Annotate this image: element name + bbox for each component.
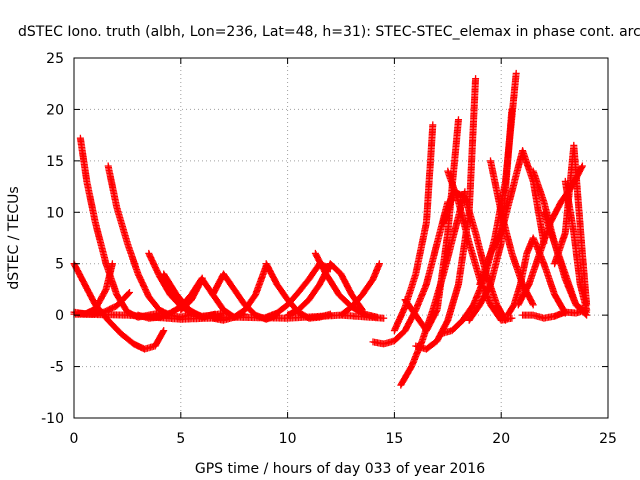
grid-lines xyxy=(74,58,608,418)
series-arc xyxy=(390,121,437,335)
series-arc xyxy=(561,177,591,314)
y-axis-label: dSTEC / TECUs xyxy=(6,186,22,289)
x-tick-label: 5 xyxy=(176,431,185,447)
series-arc xyxy=(519,306,591,322)
x-tick-label: 20 xyxy=(492,431,510,447)
series-markers xyxy=(540,208,591,319)
series-markers xyxy=(519,306,591,322)
x-tick-label: 10 xyxy=(279,431,297,447)
y-tick-label: -10 xyxy=(41,411,64,427)
y-tick-label: 5 xyxy=(55,257,64,273)
series-arc xyxy=(476,147,548,288)
x-tick-label: 15 xyxy=(385,431,403,447)
y-tick-label: 0 xyxy=(55,308,64,324)
series-markers xyxy=(476,147,548,288)
series-arc xyxy=(540,208,591,319)
data-points xyxy=(70,69,591,389)
series-arc xyxy=(504,234,569,319)
x-tick-label: 25 xyxy=(599,431,617,447)
series-markers xyxy=(390,121,437,335)
x-axis-ticks: 0 5 10 15 20 25 xyxy=(70,58,617,447)
chart-title: dSTEC Iono. truth (albh, Lon=236, Lat=48… xyxy=(18,24,640,40)
y-tick-label: -5 xyxy=(50,360,64,376)
series-arc xyxy=(369,198,452,348)
series-markers xyxy=(369,198,452,348)
y-tick-label: 20 xyxy=(46,102,64,118)
y-axis-ticks: -10 -5 0 5 10 15 20 25 xyxy=(41,51,608,427)
plot-frame xyxy=(73,57,609,419)
x-tick-label: 0 xyxy=(70,431,79,447)
y-tick-label: 25 xyxy=(46,51,64,67)
series-markers xyxy=(504,234,569,319)
y-tick-label: 10 xyxy=(46,205,64,221)
x-axis-label: GPS time / hours of day 033 of year 2016 xyxy=(195,461,485,477)
y-tick-label: 15 xyxy=(46,154,64,170)
series-markers xyxy=(561,177,591,314)
